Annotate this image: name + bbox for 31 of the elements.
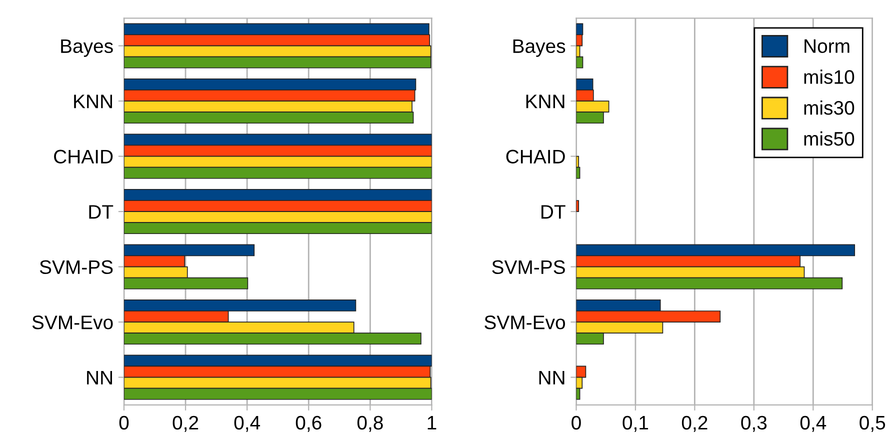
y-tick-label: Bayes (61, 39, 113, 57)
x-tick-label: 1 (428, 416, 436, 430)
y-tick-label: SVM-PS (492, 260, 565, 274)
x-tick-label: 0,4 (234, 416, 260, 432)
x-tick-label: 0,6 (296, 416, 322, 432)
x-tick-label: 0,2 (682, 416, 708, 432)
x-tick-label: 0,8 (357, 416, 383, 432)
x-tick-label: 0,5 (860, 416, 886, 432)
x-tick-label: 0,4 (800, 416, 826, 432)
y-tick-label: SVM-Evo (484, 315, 565, 330)
x-tick-label: 0,1 (622, 416, 648, 432)
bar (576, 200, 580, 212)
x-tick-label: 0 (572, 416, 581, 430)
y-tick-label: SVM-PS (40, 260, 113, 274)
y-tick-label: NN (539, 370, 564, 384)
y-tick-label: NN (87, 370, 112, 384)
x-tick-label: 0,2 (172, 416, 198, 432)
y-tick-label: KNN (74, 94, 112, 108)
y-tick-label: SVM-Evo (32, 315, 113, 330)
y-tick-label: KNN (526, 94, 564, 108)
x-tick-label: 0 (119, 416, 129, 430)
y-tick-label: Bayes (513, 39, 566, 57)
x-tick-label: 0,3 (741, 416, 767, 432)
legend-label: Norm (804, 39, 850, 53)
y-tick-label: CHAID (54, 150, 113, 164)
legend-label: mis10 (804, 70, 854, 84)
y-tick-label: DT (541, 205, 566, 219)
y-tick-label: CHAID (506, 150, 565, 164)
y-tick-label: DT (89, 205, 114, 219)
legend-label: mis50 (804, 131, 854, 146)
legend-label: mis30 (804, 100, 854, 115)
